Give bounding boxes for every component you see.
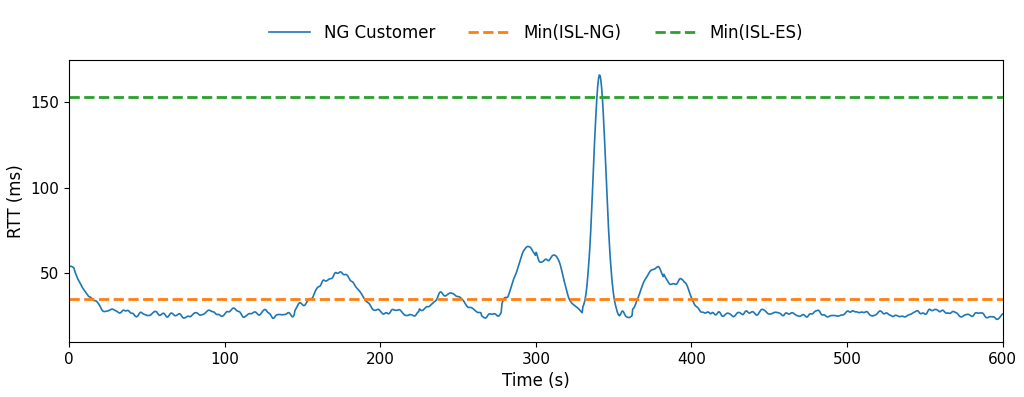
Line: NG Customer: NG Customer [69,75,1002,319]
Min(ISL-NG) [65,297,77,301]
NG Customer [572,307,585,312]
NG Customer [378,312,390,316]
Min(ISL-ES) [62,95,75,100]
NG Customer [553,260,565,265]
NG Customer [186,312,199,317]
Legend: NG Customer, Min(ISL-NG), Min(ISL-ES): NG Customer, Min(ISL-NG), Min(ISL-ES) [262,17,810,48]
X-axis label: Time (s): Time (s) [502,372,569,390]
NG Customer [991,317,1004,322]
Min(ISL-NG) [62,297,75,301]
Min(ISL-ES) [65,95,77,100]
NG Customer [996,312,1009,316]
Y-axis label: RTT (ms): RTT (ms) [7,164,25,237]
NG Customer [468,307,480,312]
NG Customer [220,310,232,314]
NG Customer [593,73,605,77]
NG Customer [62,264,75,269]
